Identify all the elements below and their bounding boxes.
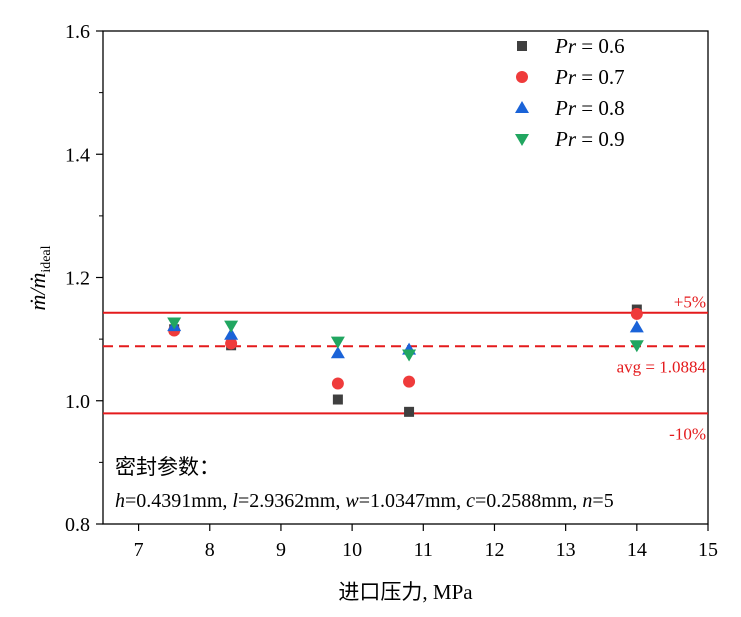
legend-label-value: = 0.6 — [576, 34, 625, 58]
x-tick-label-14: 14 — [627, 539, 647, 561]
legend-label-3: Pr = 0.8 — [554, 96, 625, 120]
point-series-2-5 — [630, 307, 643, 320]
y-tick-label-0.8: 0.8 — [65, 514, 90, 536]
seal-param-var-1: h — [115, 490, 125, 512]
seal-param-value-2: =2.9362mm, — [238, 490, 345, 512]
y-axis-label-main: ṁ/ṁ — [25, 273, 50, 311]
y-tick-label-1.4: 1.4 — [65, 144, 90, 166]
seal-param-value-3: =1.0347mm, — [359, 490, 466, 512]
x-tick-label-10: 10 — [342, 539, 362, 561]
point-series-4-1 — [167, 317, 182, 330]
reference-lines: +5% avg = 1.0884 -10% — [103, 293, 708, 443]
seal-params: h=0.4391mm, l=2.9362mm, w=1.0347mm, c=0.… — [115, 490, 614, 512]
x-tick-label-7: 7 — [134, 539, 144, 561]
seal-param-var-5: n — [582, 490, 592, 512]
point-series-4-3 — [330, 336, 345, 349]
ref-label-avg: avg = 1.0884 — [617, 357, 707, 376]
legend-label-value: = 0.8 — [576, 96, 625, 120]
legend-label-var: Pr — [554, 65, 577, 89]
legend-label-4: Pr = 0.9 — [554, 127, 625, 151]
x-tick-label-15: 15 — [698, 539, 718, 561]
legend-label-value: = 0.7 — [576, 65, 625, 89]
y-tick-label-1.6: 1.6 — [65, 21, 90, 43]
legend-marker-1 — [517, 41, 527, 51]
seal-title: 密封参数： — [115, 455, 220, 479]
axis-ticks: 7 8 9 10 11 12 13 14 15 0.8 1.0 1.2 1.4 1.6 — [65, 21, 718, 561]
x-tick-label-9: 9 — [276, 539, 286, 561]
seal-param-value-1: =0.4391mm, — [125, 490, 232, 512]
point-series-3-3 — [330, 346, 345, 359]
point-series-2-2 — [225, 337, 238, 350]
legend-label-var: Pr — [554, 96, 577, 120]
ref-label--10%: -10% — [669, 424, 706, 443]
point-series-4-4 — [402, 349, 417, 362]
ref-label-+5%: +5% — [674, 293, 706, 312]
legend-label-var: Pr — [554, 127, 577, 151]
x-tick-label-8: 8 — [205, 539, 215, 561]
x-tick-label-11: 11 — [414, 539, 433, 561]
x-tick-label-12: 12 — [484, 539, 504, 561]
seal-param-value-5: =5 — [592, 490, 613, 512]
legend-marker-3 — [515, 101, 529, 113]
legend-marker-4 — [515, 134, 529, 146]
legend-label-value: = 0.9 — [576, 127, 625, 151]
legend-label-var: Pr — [554, 34, 577, 58]
seal-param-var-3: w — [345, 490, 359, 512]
y-axis-label: ṁ/ṁideal — [25, 245, 54, 310]
y-tick-label-1.0: 1.0 — [65, 391, 90, 413]
legend: Pr = 0.6Pr = 0.7Pr = 0.8Pr = 0.9 — [515, 34, 625, 151]
x-tick-label-13: 13 — [556, 539, 576, 561]
seal-param-var-2: l — [232, 490, 238, 512]
legend-marker-2 — [516, 71, 528, 83]
point-series-4-5 — [629, 340, 644, 353]
point-series-2-3 — [331, 377, 344, 390]
seal-param-var-4: c — [466, 490, 475, 512]
seal-param-value-4: =0.2588mm, — [475, 490, 582, 512]
point-series-1-4 — [404, 406, 415, 417]
point-series-3-2 — [224, 327, 239, 340]
y-axis-label-subscript: ideal — [39, 245, 54, 272]
point-series-1-3 — [332, 394, 343, 405]
data-points — [167, 304, 644, 417]
y-tick-label-1.2: 1.2 — [65, 268, 90, 290]
point-series-2-4 — [403, 375, 416, 388]
x-axis-label: 进口压力, MPa — [338, 580, 473, 604]
point-series-4-2 — [224, 320, 239, 333]
legend-label-2: Pr = 0.7 — [554, 65, 625, 89]
point-series-3-5 — [629, 320, 644, 333]
legend-label-1: Pr = 0.6 — [554, 34, 625, 58]
